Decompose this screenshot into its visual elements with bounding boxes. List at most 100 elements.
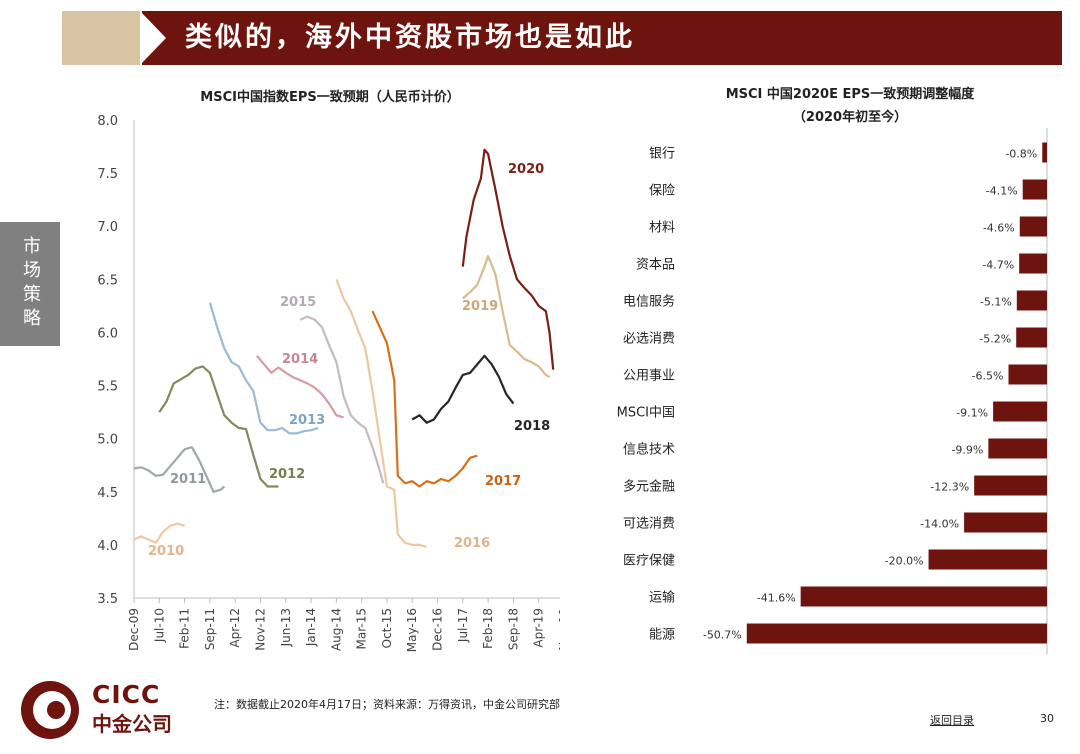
category-label: 可选消费 <box>623 517 675 532</box>
category-label: 保险 <box>649 184 675 199</box>
category-label: 电信服务 <box>623 294 675 310</box>
x-tick-label: Nov-12 <box>253 608 267 651</box>
series-line-2010 <box>133 522 185 544</box>
category-label: 能源 <box>649 628 675 643</box>
bar <box>1022 179 1047 200</box>
x-tick-label: Dec-09 <box>127 608 141 651</box>
bar-value-label: -41.6% <box>757 592 796 605</box>
series-line-2018 <box>411 354 515 424</box>
x-tick-label: Nov-19 <box>557 608 560 651</box>
x-tick-label: Apr-12 <box>228 608 242 648</box>
section-tab[interactable]: 市场策略 <box>0 222 60 346</box>
x-tick-label: Sep-18 <box>506 608 520 650</box>
bar-value-label: -14.0% <box>920 518 959 531</box>
x-tick-label: Sep-11 <box>203 608 217 650</box>
series-line-2019 <box>462 254 551 379</box>
series-label-2014: 2014 <box>282 352 318 367</box>
section-tab-label: 市场策略 <box>20 236 41 332</box>
bar-value-label: -5.2% <box>979 333 1011 346</box>
y-tick-label: 3.5 <box>97 592 118 607</box>
series-label-2015: 2015 <box>280 295 316 310</box>
series-label-2010: 2010 <box>148 544 184 559</box>
x-tick-label: Oct-15 <box>380 608 394 648</box>
x-tick-label: Mar-15 <box>355 608 369 649</box>
series-line-2013 <box>208 302 319 435</box>
page-number: 30 <box>1040 712 1054 725</box>
bar <box>1042 142 1047 163</box>
bar-value-label: -20.0% <box>885 555 924 568</box>
x-tick-label: Feb-11 <box>178 608 192 649</box>
series-line-2016 <box>335 278 428 549</box>
x-tick-label: May-16 <box>405 608 419 652</box>
bar-value-label: -50.7% <box>703 629 742 642</box>
series-label-2019: 2019 <box>462 299 498 314</box>
y-tick-label: 7.0 <box>97 220 118 235</box>
series-line-2012 <box>158 365 279 488</box>
x-tick-label: Jun-13 <box>279 608 293 647</box>
bar-value-label: -4.1% <box>986 185 1018 198</box>
category-label: 运输 <box>649 590 675 606</box>
bar-chart-subtitle: （2020年初至今） <box>792 110 908 125</box>
bar-value-label: -4.7% <box>982 259 1014 272</box>
x-tick-label: Apr-19 <box>532 608 546 648</box>
header-chevron <box>140 11 166 65</box>
x-tick-label: Dec-16 <box>431 608 445 651</box>
y-tick-label: 4.0 <box>97 539 118 554</box>
series-label-2020: 2020 <box>508 162 544 177</box>
bar <box>928 549 1047 570</box>
eps-revision-bar-chart: 银行 -0.8% 保险 -4.1% 材料 -4.6% 资本品 -4.7% 电信服务 -5.1% 必选… <box>617 128 1048 654</box>
bar <box>1016 290 1047 311</box>
series-label-2012: 2012 <box>269 467 305 482</box>
series-line-2014 <box>256 355 344 419</box>
back-to-contents-link[interactable]: 返回目录 <box>930 714 974 727</box>
x-tick-label: Jul-10 <box>152 608 166 643</box>
bar-value-label: -5.1% <box>980 296 1012 309</box>
series-line-2011 <box>133 446 226 493</box>
series-label-2013: 2013 <box>289 413 325 428</box>
header-banner <box>142 11 1062 65</box>
bar <box>1008 364 1047 385</box>
category-label: 医疗保健 <box>623 554 675 569</box>
series-line-2015 <box>299 315 385 484</box>
bar-value-label: -0.8% <box>1005 148 1037 161</box>
logo-text-cn: 中金公司 <box>92 712 172 736</box>
y-tick-label: 8.0 <box>97 114 118 129</box>
series-label-2018: 2018 <box>514 419 550 434</box>
bar <box>800 586 1047 607</box>
bar <box>1019 253 1047 274</box>
y-tick-label: 6.5 <box>97 273 118 288</box>
category-label: 多元金融 <box>623 479 675 495</box>
bar-value-label: -9.9% <box>951 444 983 457</box>
category-label: 资本品 <box>636 258 675 273</box>
category-label: 信息技术 <box>623 442 675 458</box>
bar <box>964 512 1047 533</box>
series-line-2020 <box>461 148 555 370</box>
x-tick-label: Jul-17 <box>456 608 470 643</box>
series-label-2016: 2016 <box>454 536 490 551</box>
bar <box>974 475 1047 496</box>
series-label-2011: 2011 <box>170 472 206 487</box>
bar-value-label: -12.3% <box>930 481 969 494</box>
bar <box>988 438 1047 459</box>
line-chart-title: MSCI中国指数EPS一致预期（人民币计价） <box>200 90 460 105</box>
bar <box>1019 216 1047 237</box>
bar-value-label: -6.5% <box>972 370 1004 383</box>
category-label: MSCI中国 <box>617 406 675 421</box>
bar-chart-title: MSCI 中国2020E EPS一致预期调整幅度 <box>725 87 975 102</box>
page-title: 类似的，海外中资股市场也是如此 <box>185 22 635 53</box>
y-tick-label: 7.5 <box>97 167 118 182</box>
x-tick-label: Aug-14 <box>329 608 343 651</box>
y-tick-label: 6.0 <box>97 326 118 341</box>
y-tick-label: 4.5 <box>97 486 118 501</box>
bar-value-label: -4.6% <box>983 222 1015 235</box>
y-tick-label: 5.0 <box>97 433 118 448</box>
bar <box>746 623 1047 644</box>
bar-value-label: -9.1% <box>956 407 988 420</box>
bar <box>993 401 1047 422</box>
category-label: 银行 <box>649 147 675 162</box>
category-label: 材料 <box>649 221 675 236</box>
x-tick-label: Feb-18 <box>481 608 495 649</box>
source-note: 注：数据截止2020年4月17日；资料来源：万得资讯，中金公司研究部 <box>214 698 560 711</box>
series-line-2017 <box>371 310 478 488</box>
cicc-logo-icon <box>21 681 79 739</box>
